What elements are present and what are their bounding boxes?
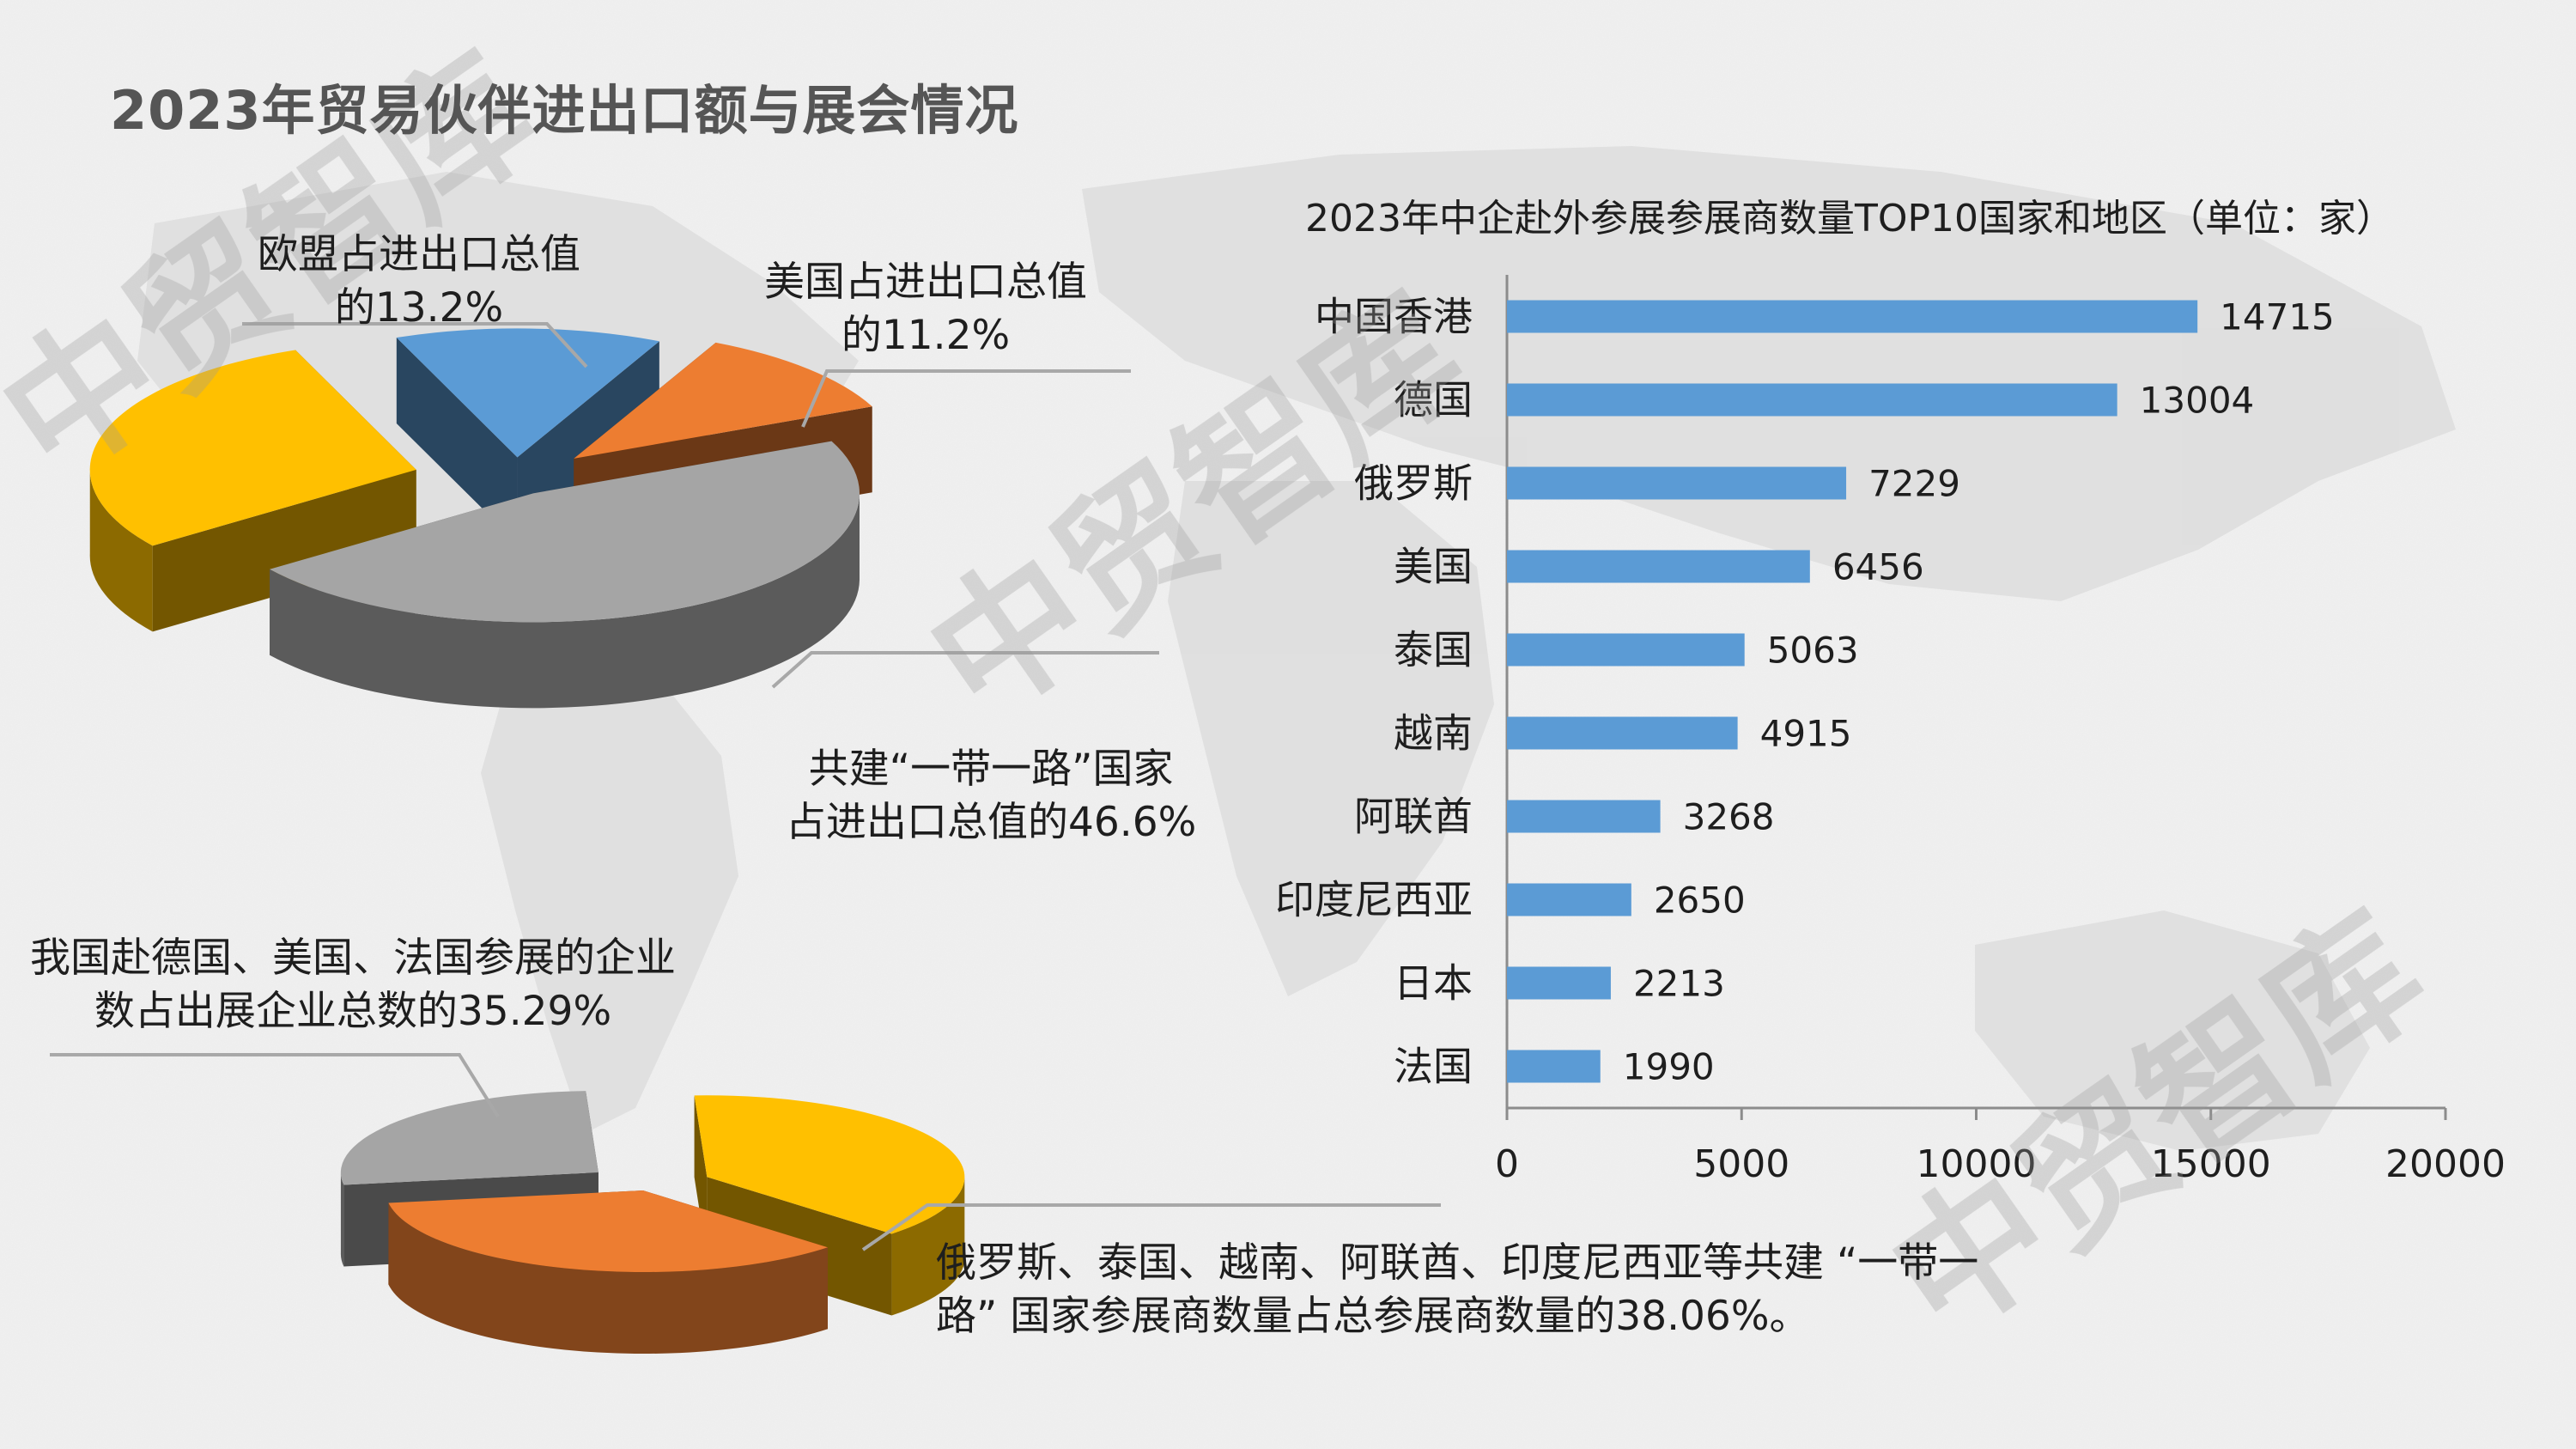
leader-line-eu — [242, 322, 588, 368]
top10-exhibitor-bar-chart: 中国香港 14715 德国 13004 俄罗斯 7229 美国 6456 泰国 5063 越南 491… — [1275, 275, 2506, 1186]
pie-slice-rim — [89, 467, 153, 632]
pie-slice-side — [396, 338, 518, 544]
bar-9 — [1507, 1050, 1601, 1083]
bar-chart-title: 2023年中企赴外参展参展商数量TOP10国家和地区（单位：家） — [1305, 197, 2395, 240]
pie-slice-1 — [388, 1190, 828, 1273]
pie-slice-rim — [340, 1171, 344, 1267]
pie-slice-rim — [270, 494, 860, 709]
bar-category-label: 阿联酋 — [1354, 794, 1473, 840]
bar-category-label: 法国 — [1394, 1044, 1473, 1090]
bar-2 — [1507, 466, 1847, 500]
bar-5 — [1507, 716, 1738, 750]
pie-slice-rim — [388, 1202, 828, 1355]
x-tick-label: 15000 — [2151, 1142, 2271, 1186]
label-belt-road-trade-line2: 占进出口总值的46.6% — [786, 799, 1197, 846]
leader-line-de-us-fr — [50, 1053, 500, 1118]
label-us-line2: 的11.2% — [841, 312, 1011, 359]
pie-slice-2 — [340, 1091, 598, 1185]
bar-category-label: 日本 — [1394, 960, 1473, 1007]
bar-category-label: 越南 — [1394, 710, 1473, 757]
bar-value-label: 6456 — [1832, 546, 1924, 588]
bar-category-label: 德国 — [1394, 377, 1473, 423]
bar-value-label: 4915 — [1760, 713, 1852, 755]
callout-leader-lines — [50, 322, 1441, 1251]
label-belt-road-trade-share: 共建“一带一路”国家 占进出口总值的46.6% — [786, 743, 1196, 849]
x-tick-label: 5000 — [1693, 1142, 1789, 1186]
bar-4 — [1507, 633, 1745, 667]
label-belt-road-trade-line1: 共建“一带一路”国家 — [808, 746, 1174, 793]
pie-slice-3 — [89, 350, 416, 546]
label-de-us-fr-line1: 我国赴德国、美国、法国参展的企业 — [30, 935, 676, 982]
bar-0 — [1507, 300, 2198, 333]
label-de-us-fr-share: 我国赴德国、美国、法国参展的企业 数占出展企业总数的35.29% — [30, 932, 676, 1038]
leader-line-us — [801, 369, 1131, 428]
bar-category-label: 俄罗斯 — [1354, 460, 1473, 507]
exhibitor-share-pie-chart — [340, 1091, 965, 1355]
pie-slice-rim — [891, 1177, 965, 1316]
label-us-share: 美国占进出口总值 的11.2% — [764, 256, 1087, 362]
label-de-us-fr-line2: 数占出展企业总数的35.29% — [94, 988, 612, 1035]
pie-slice-0 — [694, 1095, 965, 1234]
x-tick-label: 0 — [1495, 1142, 1519, 1186]
label-belt-road-exhibitors-line2: 路” 国家参展商数量占总参展商数量的38.06%。 — [936, 1293, 1810, 1340]
bar-value-label: 2650 — [1654, 880, 1746, 922]
leader-line-belt-road-trade — [771, 651, 1159, 689]
bar-6 — [1507, 800, 1661, 833]
x-tick-label: 10000 — [1917, 1142, 2037, 1186]
bar-value-label: 13004 — [2140, 380, 2255, 422]
pie-slice-2 — [270, 441, 860, 623]
bar-value-label: 14715 — [2220, 296, 2335, 338]
label-eu-line1: 欧盟占进出口总值 — [258, 231, 580, 278]
bar-8 — [1507, 966, 1611, 1000]
bar-3 — [1507, 550, 1810, 583]
bar-1 — [1507, 383, 2117, 417]
pie-slice-0 — [396, 328, 659, 458]
bar-value-label: 3268 — [1683, 796, 1775, 838]
x-tick-label: 20000 — [2385, 1142, 2506, 1186]
label-belt-road-exhibitors-line1: 俄罗斯、泰国、越南、阿联酋、印度尼西亚等共建 “一带一 — [936, 1239, 1979, 1287]
bar-value-label: 7229 — [1868, 463, 1960, 505]
leader-line-belt-road-exhibitors — [861, 1203, 1441, 1251]
label-us-line1: 美国占进出口总值 — [764, 259, 1087, 306]
pie-slice-side — [152, 469, 416, 632]
bar-value-label: 5063 — [1767, 630, 1859, 672]
page-title: 2023年贸易伙伴进出口额与展会情况 — [110, 79, 1019, 142]
bar-category-label: 印度尼西亚 — [1275, 877, 1473, 923]
bar-value-label: 2213 — [1633, 963, 1725, 1005]
pie-slice-1 — [574, 342, 872, 459]
bar-category-label: 美国 — [1394, 544, 1473, 590]
label-belt-road-exhibitors-share: 俄罗斯、泰国、越南、阿联酋、印度尼西亚等共建 “一带一 路” 国家参展商数量占总… — [936, 1237, 1978, 1343]
bar-7 — [1507, 883, 1631, 916]
bar-category-label: 泰国 — [1394, 627, 1473, 673]
bar-category-label: 中国香港 — [1315, 294, 1473, 340]
label-eu-share: 欧盟占进出口总值 的13.2% — [258, 228, 580, 335]
trade-share-pie-chart — [89, 328, 872, 709]
label-eu-line2: 的13.2% — [334, 284, 504, 332]
bar-value-label: 1990 — [1623, 1046, 1715, 1088]
